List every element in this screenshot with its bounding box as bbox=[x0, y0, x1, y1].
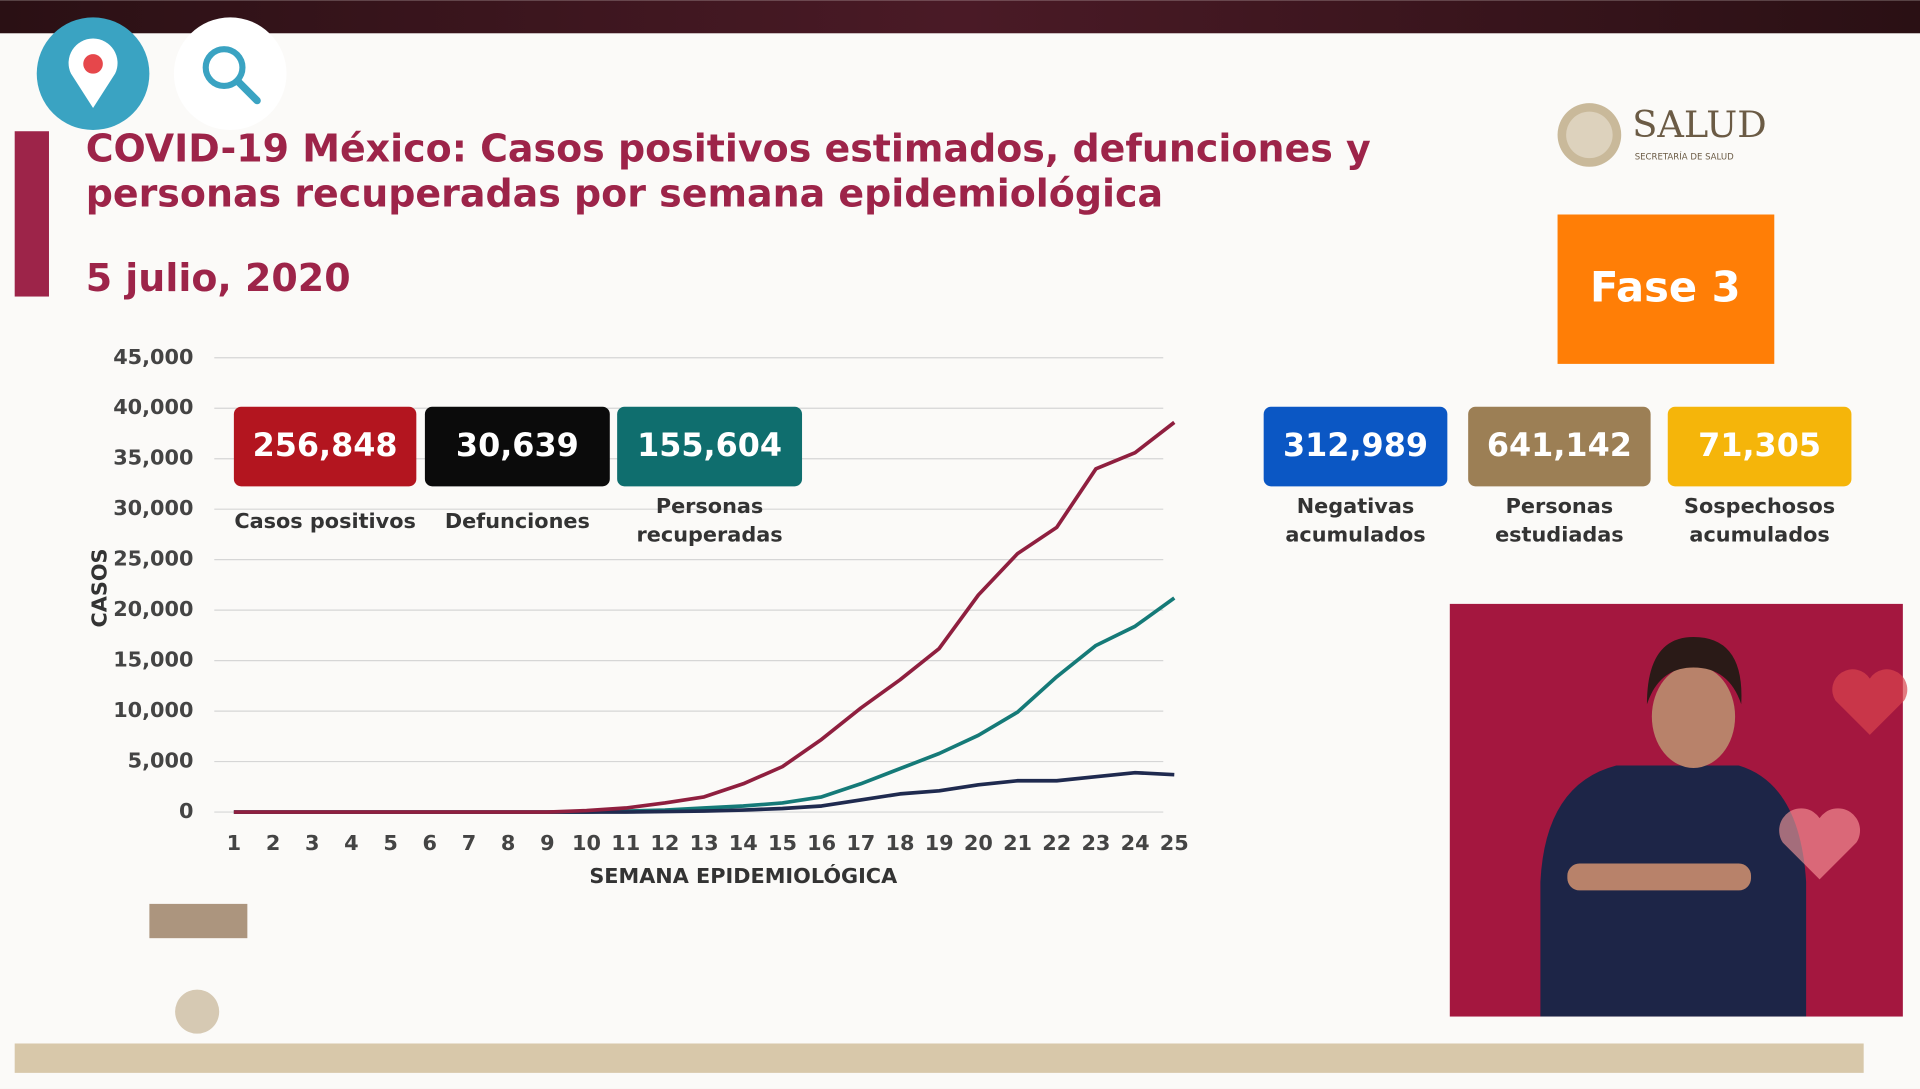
x-tick-label: 12 bbox=[650, 831, 679, 855]
x-tick-label: 5 bbox=[383, 831, 397, 855]
y-tick-label: 30,000 bbox=[113, 496, 193, 520]
y-tick-label: 5,000 bbox=[128, 749, 194, 773]
stat-value: 71,305 bbox=[1698, 426, 1821, 464]
y-tick-label: 35,000 bbox=[113, 446, 193, 470]
search-icon[interactable] bbox=[173, 17, 287, 131]
x-tick-label: 25 bbox=[1160, 831, 1189, 855]
x-tick-label: 7 bbox=[462, 831, 476, 855]
y-tick-label: 15,000 bbox=[113, 648, 193, 672]
y-tick-label: 40,000 bbox=[113, 395, 193, 419]
x-tick-label: 3 bbox=[305, 831, 319, 855]
x-tick-label: 21 bbox=[1003, 831, 1032, 855]
y-tick-label: 45,000 bbox=[113, 345, 193, 369]
stat-box bbox=[1667, 406, 1852, 487]
x-tick-label: 23 bbox=[1081, 831, 1110, 855]
x-tick-label: 19 bbox=[925, 831, 954, 855]
stat-label: Casos positivos bbox=[234, 509, 416, 533]
stat-box bbox=[1468, 406, 1651, 487]
logo-sub: SECRETARÍA DE SALUD bbox=[1635, 150, 1734, 162]
stat-label: Negativas bbox=[1297, 494, 1414, 518]
stat-label: acumulados bbox=[1285, 522, 1425, 546]
x-tick-label: 1 bbox=[227, 831, 241, 855]
stat-value: 312,989 bbox=[1283, 426, 1428, 464]
y-tick-label: 10,000 bbox=[113, 698, 193, 722]
x-tick-label: 13 bbox=[690, 831, 719, 855]
y-tick-label: 0 bbox=[179, 799, 193, 823]
phase-box bbox=[1557, 214, 1775, 364]
stat-label: acumulados bbox=[1689, 522, 1829, 546]
x-tick-label: 8 bbox=[501, 831, 515, 855]
x-tick-label: 11 bbox=[611, 831, 640, 855]
x-tick-label: 2 bbox=[266, 831, 280, 855]
stat-value: 641,142 bbox=[1487, 426, 1632, 464]
x-tick-label: 22 bbox=[1042, 831, 1071, 855]
x-tick-label: 17 bbox=[846, 831, 875, 855]
stat-box bbox=[617, 406, 803, 487]
stat-label: estudiadas bbox=[1495, 522, 1624, 546]
top-bar bbox=[0, 0, 1920, 34]
stat-value: 155,604 bbox=[637, 426, 782, 464]
stat-box bbox=[1263, 406, 1448, 487]
x-tick-label: 24 bbox=[1121, 831, 1150, 855]
video-panel bbox=[1449, 603, 1908, 1017]
x-tick-label: 4 bbox=[344, 831, 358, 855]
x-tick-label: 14 bbox=[729, 831, 758, 855]
accent-bar bbox=[14, 131, 49, 297]
y-tick-label: 25,000 bbox=[113, 547, 193, 571]
y-axis-label: CASOS bbox=[87, 548, 111, 627]
stat-label: Defunciones bbox=[445, 509, 590, 533]
title-line: personas recuperadas por semana epidemio… bbox=[86, 172, 1163, 216]
date: 5 julio, 2020 bbox=[86, 256, 351, 300]
stat-label: Personas bbox=[1506, 494, 1614, 518]
x-tick-label: 6 bbox=[423, 831, 437, 855]
stat-value: 30,639 bbox=[456, 426, 579, 464]
x-tick-label: 15 bbox=[768, 831, 797, 855]
x-tick-label: 9 bbox=[540, 831, 554, 855]
phase-label: Fase 3 bbox=[1590, 262, 1741, 311]
stat-box bbox=[233, 406, 417, 487]
stat-label: recuperadas bbox=[637, 522, 783, 546]
y-tick-label: 20,000 bbox=[113, 597, 193, 621]
logo-name: SALUD bbox=[1632, 103, 1766, 146]
stat-value: 256,848 bbox=[253, 426, 398, 464]
periscope-icon[interactable] bbox=[36, 17, 150, 131]
x-axis-label: SEMANA EPIDEMIOLÓGICA bbox=[589, 863, 897, 888]
bottom-bar bbox=[14, 1043, 1864, 1073]
stat-label: Sospechosos bbox=[1684, 494, 1835, 518]
x-tick-label: 16 bbox=[807, 831, 836, 855]
seal bbox=[1557, 103, 1622, 167]
series-line bbox=[233, 420, 1176, 814]
x-tick-label: 18 bbox=[886, 831, 915, 855]
x-tick-label: 10 bbox=[572, 831, 601, 855]
stat-label: Personas bbox=[656, 494, 764, 518]
title-line: COVID-19 México: Casos positivos estimad… bbox=[86, 126, 1371, 170]
stat-box bbox=[424, 406, 610, 487]
x-tick-label: 20 bbox=[964, 831, 993, 855]
footer-logo bbox=[149, 903, 248, 1034]
